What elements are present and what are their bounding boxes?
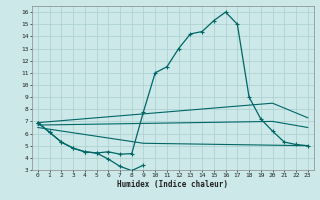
X-axis label: Humidex (Indice chaleur): Humidex (Indice chaleur) xyxy=(117,180,228,189)
